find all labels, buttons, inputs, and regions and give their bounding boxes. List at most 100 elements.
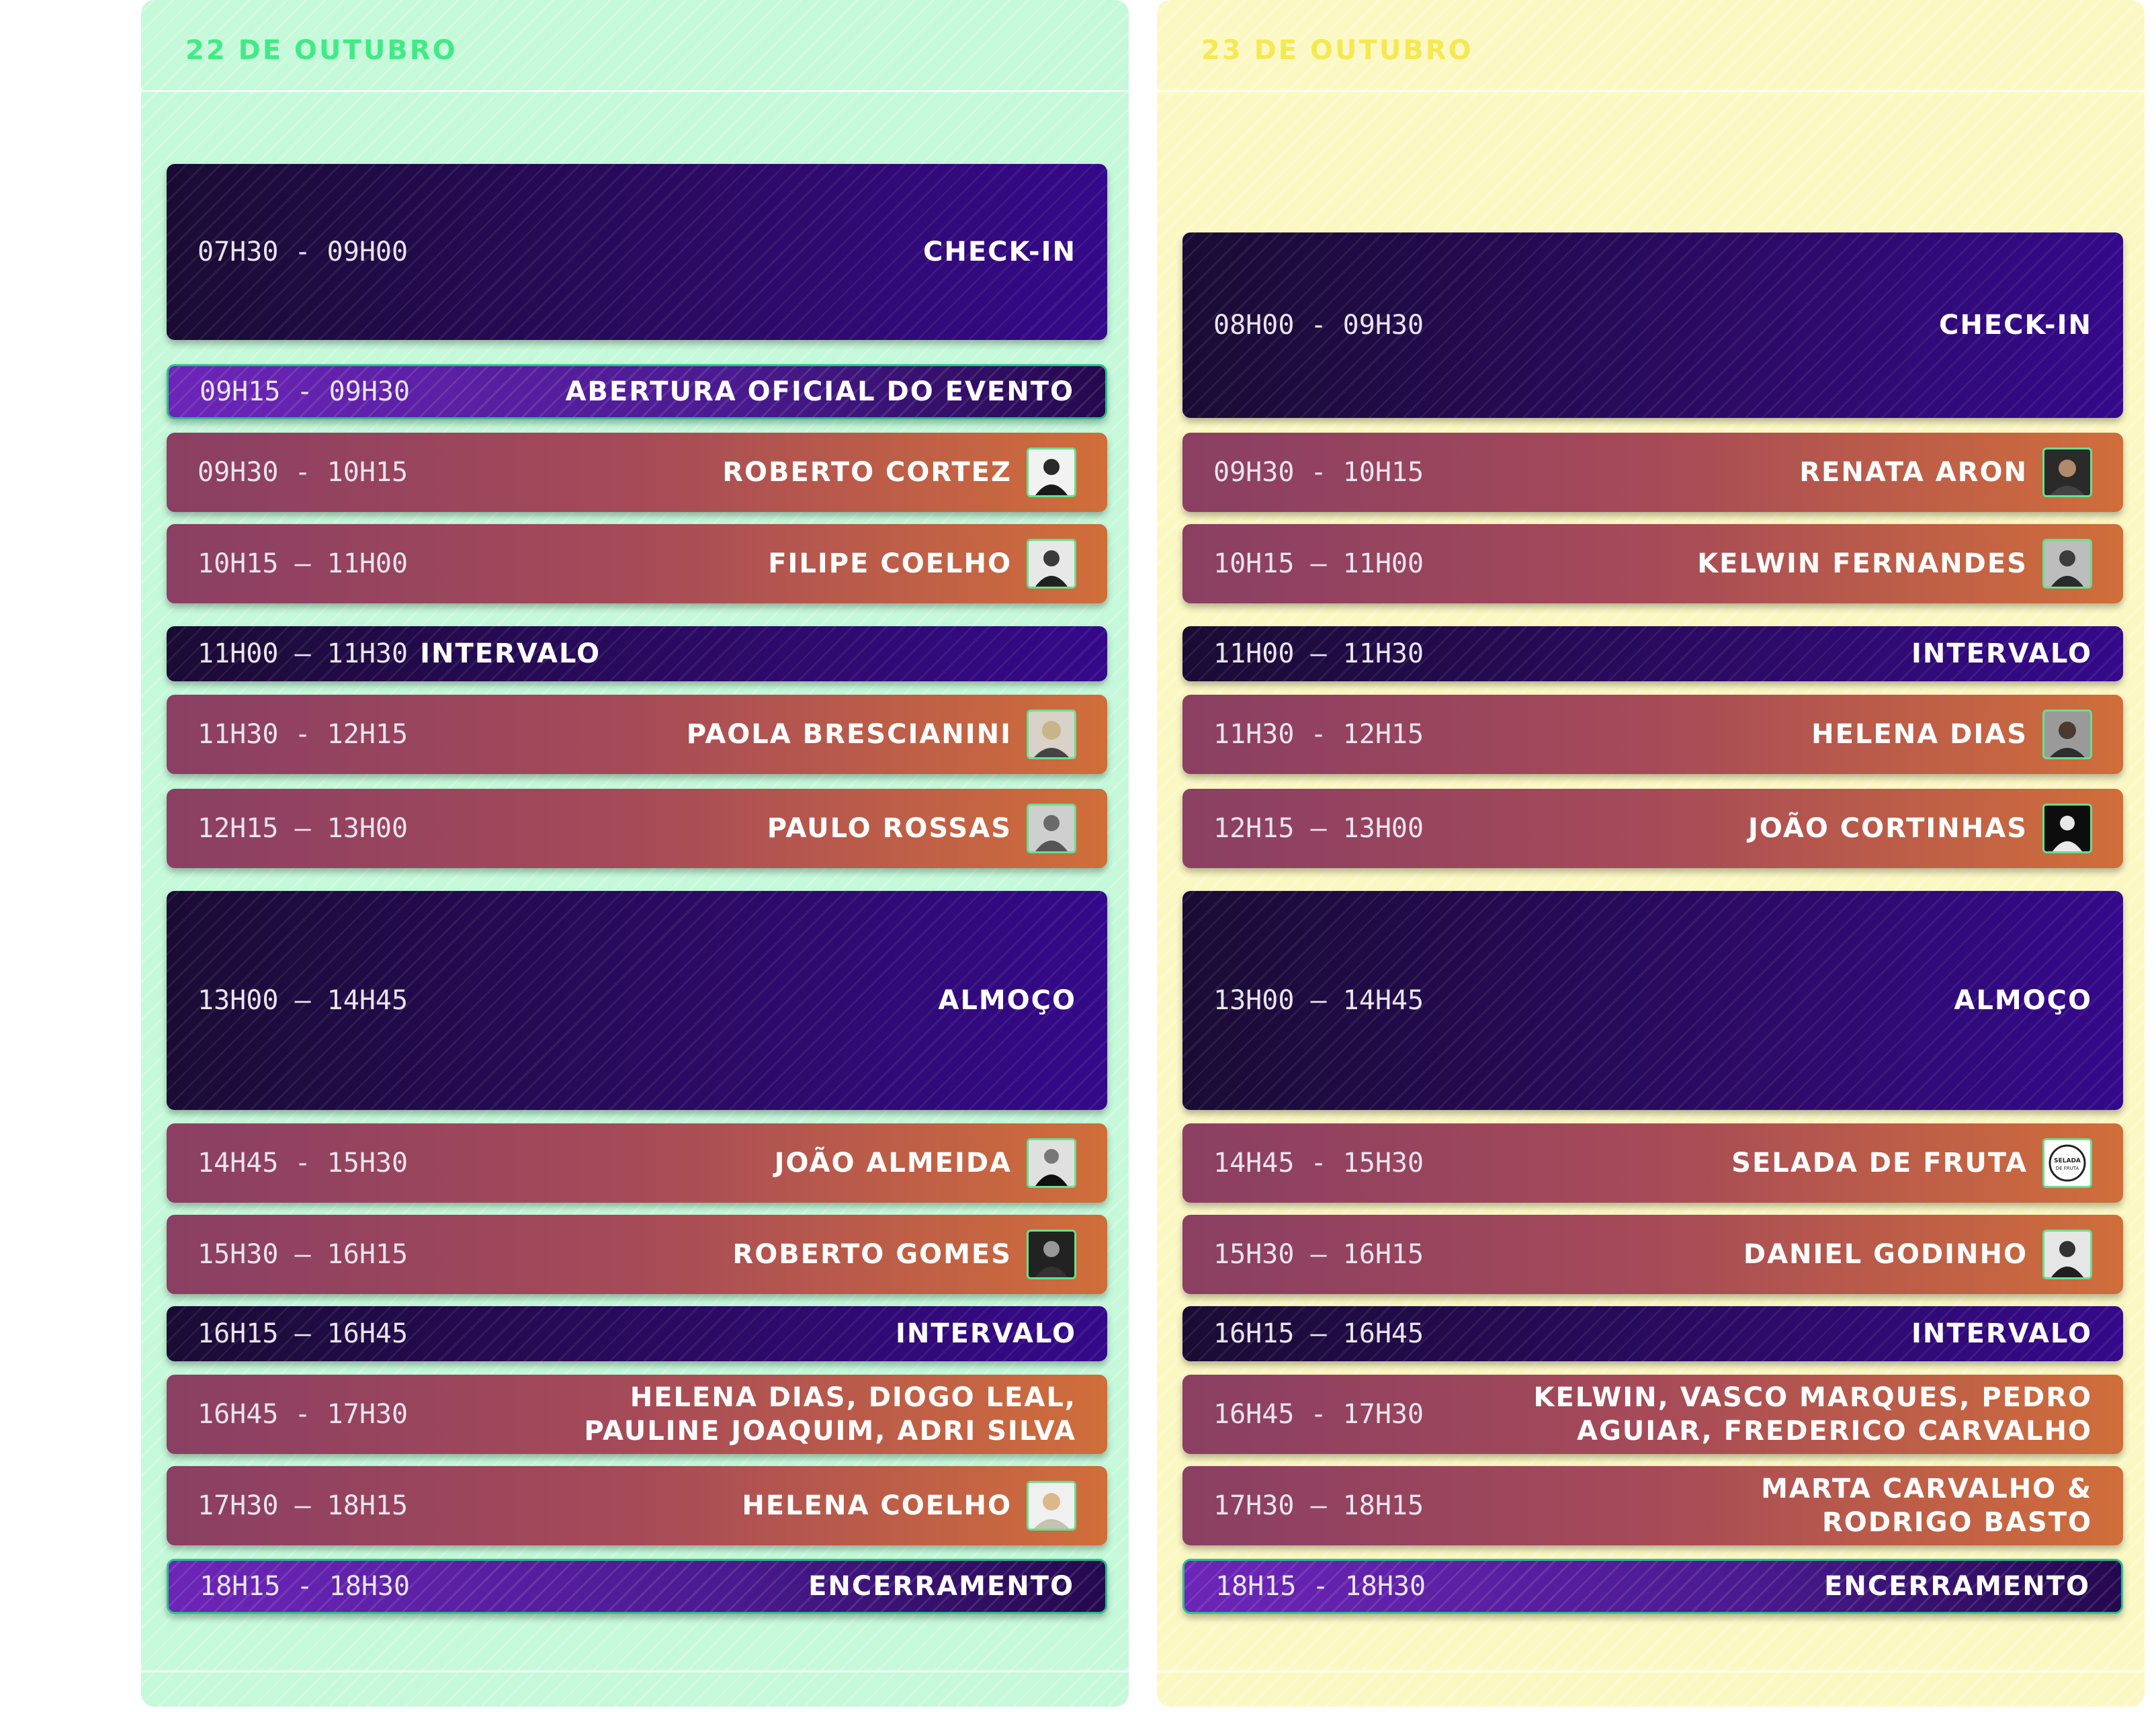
session-card[interactable]: 16H15 – 16H45 INTERVALO <box>1182 1306 2123 1361</box>
session-card[interactable]: 11H00 – 11H30 INTERVALO <box>167 626 1107 681</box>
logo-text: SELADA <box>2054 1158 2081 1164</box>
session-time: 11H00 – 11H30 <box>1213 638 1424 669</box>
speaker-name: HELENA DIAS <box>1811 719 2028 750</box>
session-label: ENCERRAMENTO <box>1824 1571 2090 1602</box>
speaker-name: RENATA ARON <box>1799 457 2028 488</box>
session-time: 16H15 – 16H45 <box>1213 1318 1424 1349</box>
session-card[interactable]: 09H30 - 10H15 ROBERTO CORTEZ <box>167 433 1107 512</box>
session-label: INTERVALO <box>1911 638 2092 669</box>
session-card[interactable]: 12H15 – 13H00 JOÃO CORTINHAS <box>1182 789 2123 868</box>
session-card[interactable]: 16H45 - 17H30 KELWIN, VASCO MARQUES, PED… <box>1182 1375 2123 1454</box>
speaker-name: SELADA DE FRUTA <box>1731 1148 2028 1179</box>
session-time: 10H15 – 11H00 <box>198 548 408 579</box>
session-time: 16H15 – 16H45 <box>198 1318 408 1349</box>
session-label: INTERVALO <box>420 638 601 669</box>
speaker-name: KELWIN, VASCO MARQUES, PEDRO AGUIAR, FRE… <box>1533 1382 2092 1447</box>
session-time: 16H45 - 17H30 <box>1213 1399 1424 1430</box>
session-label: INTERVALO <box>1911 1318 2092 1349</box>
speaker-name: ROBERTO CORTEZ <box>722 457 1012 488</box>
speaker-name: PAOLA BRESCIANINI <box>686 719 1012 750</box>
session-time: 13H00 – 14H45 <box>1213 985 1424 1016</box>
logo-text: DE FRUTA <box>2056 1166 2079 1171</box>
session-card[interactable]: 09H30 - 10H15 RENATA ARON <box>1182 433 2123 512</box>
speaker-name: PAULO ROSSAS <box>767 813 1012 844</box>
day-column-23-outubro: 23 DE OUTUBRO 08H00 - 09H30 CHECK-IN 09H… <box>1157 0 2145 1707</box>
session-time: 13H00 – 14H45 <box>198 985 408 1016</box>
session-card[interactable]: 12H15 – 13H00 PAULO ROSSAS <box>167 789 1107 868</box>
speaker-avatar <box>2042 1230 2092 1279</box>
session-label: ENCERRAMENTO <box>808 1571 1074 1602</box>
session-time: 11H30 - 12H15 <box>1213 719 1424 750</box>
session-time: 16H45 - 17H30 <box>198 1399 408 1430</box>
speaker-name: JOÃO ALMEIDA <box>774 1148 1012 1179</box>
session-card[interactable]: 16H45 - 17H30 HELENA DIAS, DIOGO LEAL, P… <box>167 1375 1107 1454</box>
speaker-avatar <box>1027 1481 1076 1531</box>
speaker-name: MARTA CARVALHO & RODRIGO BASTO <box>1761 1473 2092 1538</box>
session-time: 12H15 – 13H00 <box>1213 813 1424 844</box>
session-card[interactable]: 08H00 - 09H30 CHECK-IN <box>1182 232 2123 418</box>
session-label: ALMOÇO <box>938 985 1076 1016</box>
speaker-name: JOÃO CORTINHAS <box>1748 813 2028 844</box>
session-time: 10H15 – 11H00 <box>1213 548 1424 579</box>
session-label: INTERVALO <box>895 1318 1076 1349</box>
speaker-name: KELWIN FERNANDES <box>1697 548 2028 579</box>
session-card[interactable]: 07H30 - 09H00 CHECK-IN <box>167 164 1107 340</box>
speaker-name: FILIPE COELHO <box>768 548 1012 579</box>
speaker-avatar <box>1027 447 1076 497</box>
day-column-22-outubro: 22 DE OUTUBRO 07H30 - 09H00 CHECK-IN 09H… <box>141 0 1129 1707</box>
day-title: 23 DE OUTUBRO <box>1201 35 1473 66</box>
session-card[interactable]: 15H30 – 16H15 DANIEL GODINHO <box>1182 1215 2123 1294</box>
divider <box>1157 90 2145 92</box>
session-card[interactable]: 10H15 – 11H00 KELWIN FERNANDES <box>1182 524 2123 603</box>
session-time: 14H45 - 15H30 <box>198 1148 408 1179</box>
session-card[interactable]: 13H00 – 14H45 ALMOÇO <box>1182 891 2123 1110</box>
speaker-avatar <box>2042 539 2092 589</box>
day-title: 22 DE OUTUBRO <box>185 35 458 66</box>
session-card[interactable]: 16H15 – 16H45 INTERVALO <box>167 1306 1107 1361</box>
speaker-avatar <box>1027 539 1076 589</box>
session-label: ABERTURA OFICIAL DO EVENTO <box>565 376 1074 407</box>
session-card[interactable]: 13H00 – 14H45 ALMOÇO <box>167 891 1107 1110</box>
divider <box>141 90 1129 92</box>
session-time: 17H30 – 18H15 <box>1213 1490 1424 1521</box>
session-card[interactable]: 11H30 - 12H15 PAOLA BRESCIANINI <box>167 695 1107 774</box>
session-time: 15H30 – 16H15 <box>198 1239 408 1270</box>
speaker-avatar <box>2042 447 2092 497</box>
brand-logo: SELADA DE FRUTA <box>2042 1138 2092 1188</box>
session-card[interactable]: 15H30 – 16H15 ROBERTO GOMES <box>167 1215 1107 1294</box>
session-card[interactable]: 14H45 - 15H30 SELADA DE FRUTA SELADA DE … <box>1182 1123 2123 1203</box>
speaker-avatar <box>2042 710 2092 759</box>
session-time: 11H30 - 12H15 <box>198 719 408 750</box>
divider <box>141 1670 1129 1672</box>
session-time: 12H15 – 13H00 <box>198 813 408 844</box>
session-time: 07H30 - 09H00 <box>198 237 408 267</box>
session-card[interactable]: 11H30 - 12H15 HELENA DIAS <box>1182 695 2123 774</box>
speaker-avatar <box>1027 1230 1076 1279</box>
speaker-name: HELENA COELHO <box>742 1490 1012 1521</box>
session-time: 15H30 – 16H15 <box>1213 1239 1424 1270</box>
session-time: 09H15 - 09H30 <box>200 376 411 407</box>
speaker-name: ROBERTO GOMES <box>732 1239 1012 1270</box>
speaker-name: HELENA DIAS, DIOGO LEAL, PAULINE JOAQUIM… <box>584 1382 1076 1447</box>
session-time: 08H00 - 09H30 <box>1213 310 1424 341</box>
session-time: 14H45 - 15H30 <box>1213 1148 1424 1179</box>
session-time: 18H15 - 18H30 <box>1215 1571 1426 1602</box>
speaker-avatar <box>1027 1138 1076 1188</box>
session-card[interactable]: 14H45 - 15H30 JOÃO ALMEIDA <box>167 1123 1107 1203</box>
session-time: 09H30 - 10H15 <box>198 457 408 488</box>
session-card[interactable]: 17H30 – 18H15 HELENA COELHO <box>167 1466 1107 1545</box>
session-card[interactable]: 18H15 - 18H30 ENCERRAMENTO <box>167 1559 1107 1614</box>
session-label: ALMOÇO <box>1954 985 2092 1016</box>
session-card[interactable]: 18H15 - 18H30 ENCERRAMENTO <box>1182 1559 2123 1614</box>
session-time: 11H00 – 11H30 <box>198 638 408 669</box>
session-label: CHECK-IN <box>1939 310 2092 341</box>
session-time: 18H15 - 18H30 <box>200 1571 411 1602</box>
speaker-avatar <box>2042 804 2092 853</box>
divider <box>1157 1670 2145 1672</box>
session-time: 09H30 - 10H15 <box>1213 457 1424 488</box>
session-card[interactable]: 10H15 – 11H00 FILIPE COELHO <box>167 524 1107 603</box>
session-card[interactable]: 11H00 – 11H30 INTERVALO <box>1182 626 2123 681</box>
speaker-avatar <box>1027 710 1076 759</box>
session-card[interactable]: 17H30 – 18H15 MARTA CARVALHO & RODRIGO B… <box>1182 1466 2123 1545</box>
session-card[interactable]: 09H15 - 09H30 ABERTURA OFICIAL DO EVENTO <box>167 364 1107 419</box>
